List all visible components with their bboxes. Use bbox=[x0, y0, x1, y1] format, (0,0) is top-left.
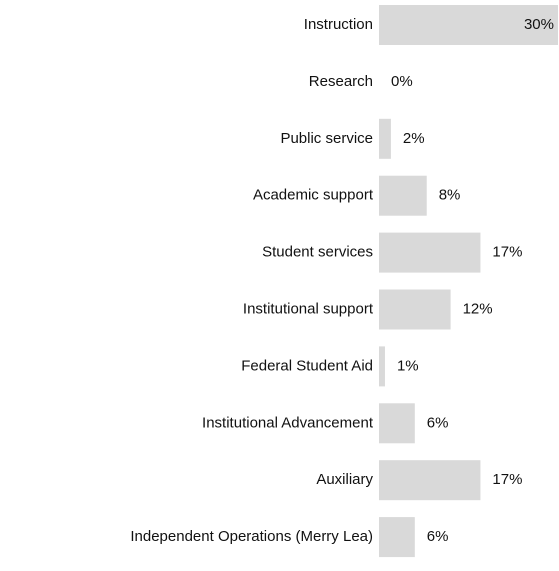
bar bbox=[379, 403, 415, 444]
bar bbox=[379, 5, 558, 45]
value-label: 6% bbox=[427, 528, 449, 545]
value-label: 6% bbox=[427, 414, 449, 431]
category-label: Academic support bbox=[253, 187, 374, 204]
category-label: Federal Student Aid bbox=[241, 357, 373, 374]
bar bbox=[379, 232, 481, 273]
category-label: Independent Operations (Merry Lea) bbox=[130, 528, 373, 545]
bar bbox=[379, 118, 391, 159]
value-label: 30% bbox=[524, 16, 554, 33]
category-label: Instruction bbox=[304, 16, 373, 33]
category-label: Institutional support bbox=[243, 300, 374, 317]
category-label: Auxiliary bbox=[316, 471, 373, 488]
category-label: Public service bbox=[280, 130, 373, 147]
value-label: 12% bbox=[463, 300, 493, 317]
value-label: 17% bbox=[492, 471, 522, 488]
value-label: 0% bbox=[391, 73, 413, 90]
bar bbox=[379, 460, 481, 501]
value-label: 1% bbox=[397, 357, 419, 374]
category-label: Student services bbox=[262, 244, 373, 261]
value-label: 2% bbox=[403, 130, 425, 147]
value-label: 8% bbox=[439, 187, 461, 204]
bar bbox=[379, 346, 385, 387]
category-label: Institutional Advancement bbox=[202, 414, 374, 431]
value-label: 17% bbox=[492, 244, 522, 261]
bar bbox=[379, 175, 427, 216]
category-label: Research bbox=[309, 73, 373, 90]
bar bbox=[379, 517, 415, 558]
bar bbox=[379, 289, 451, 330]
